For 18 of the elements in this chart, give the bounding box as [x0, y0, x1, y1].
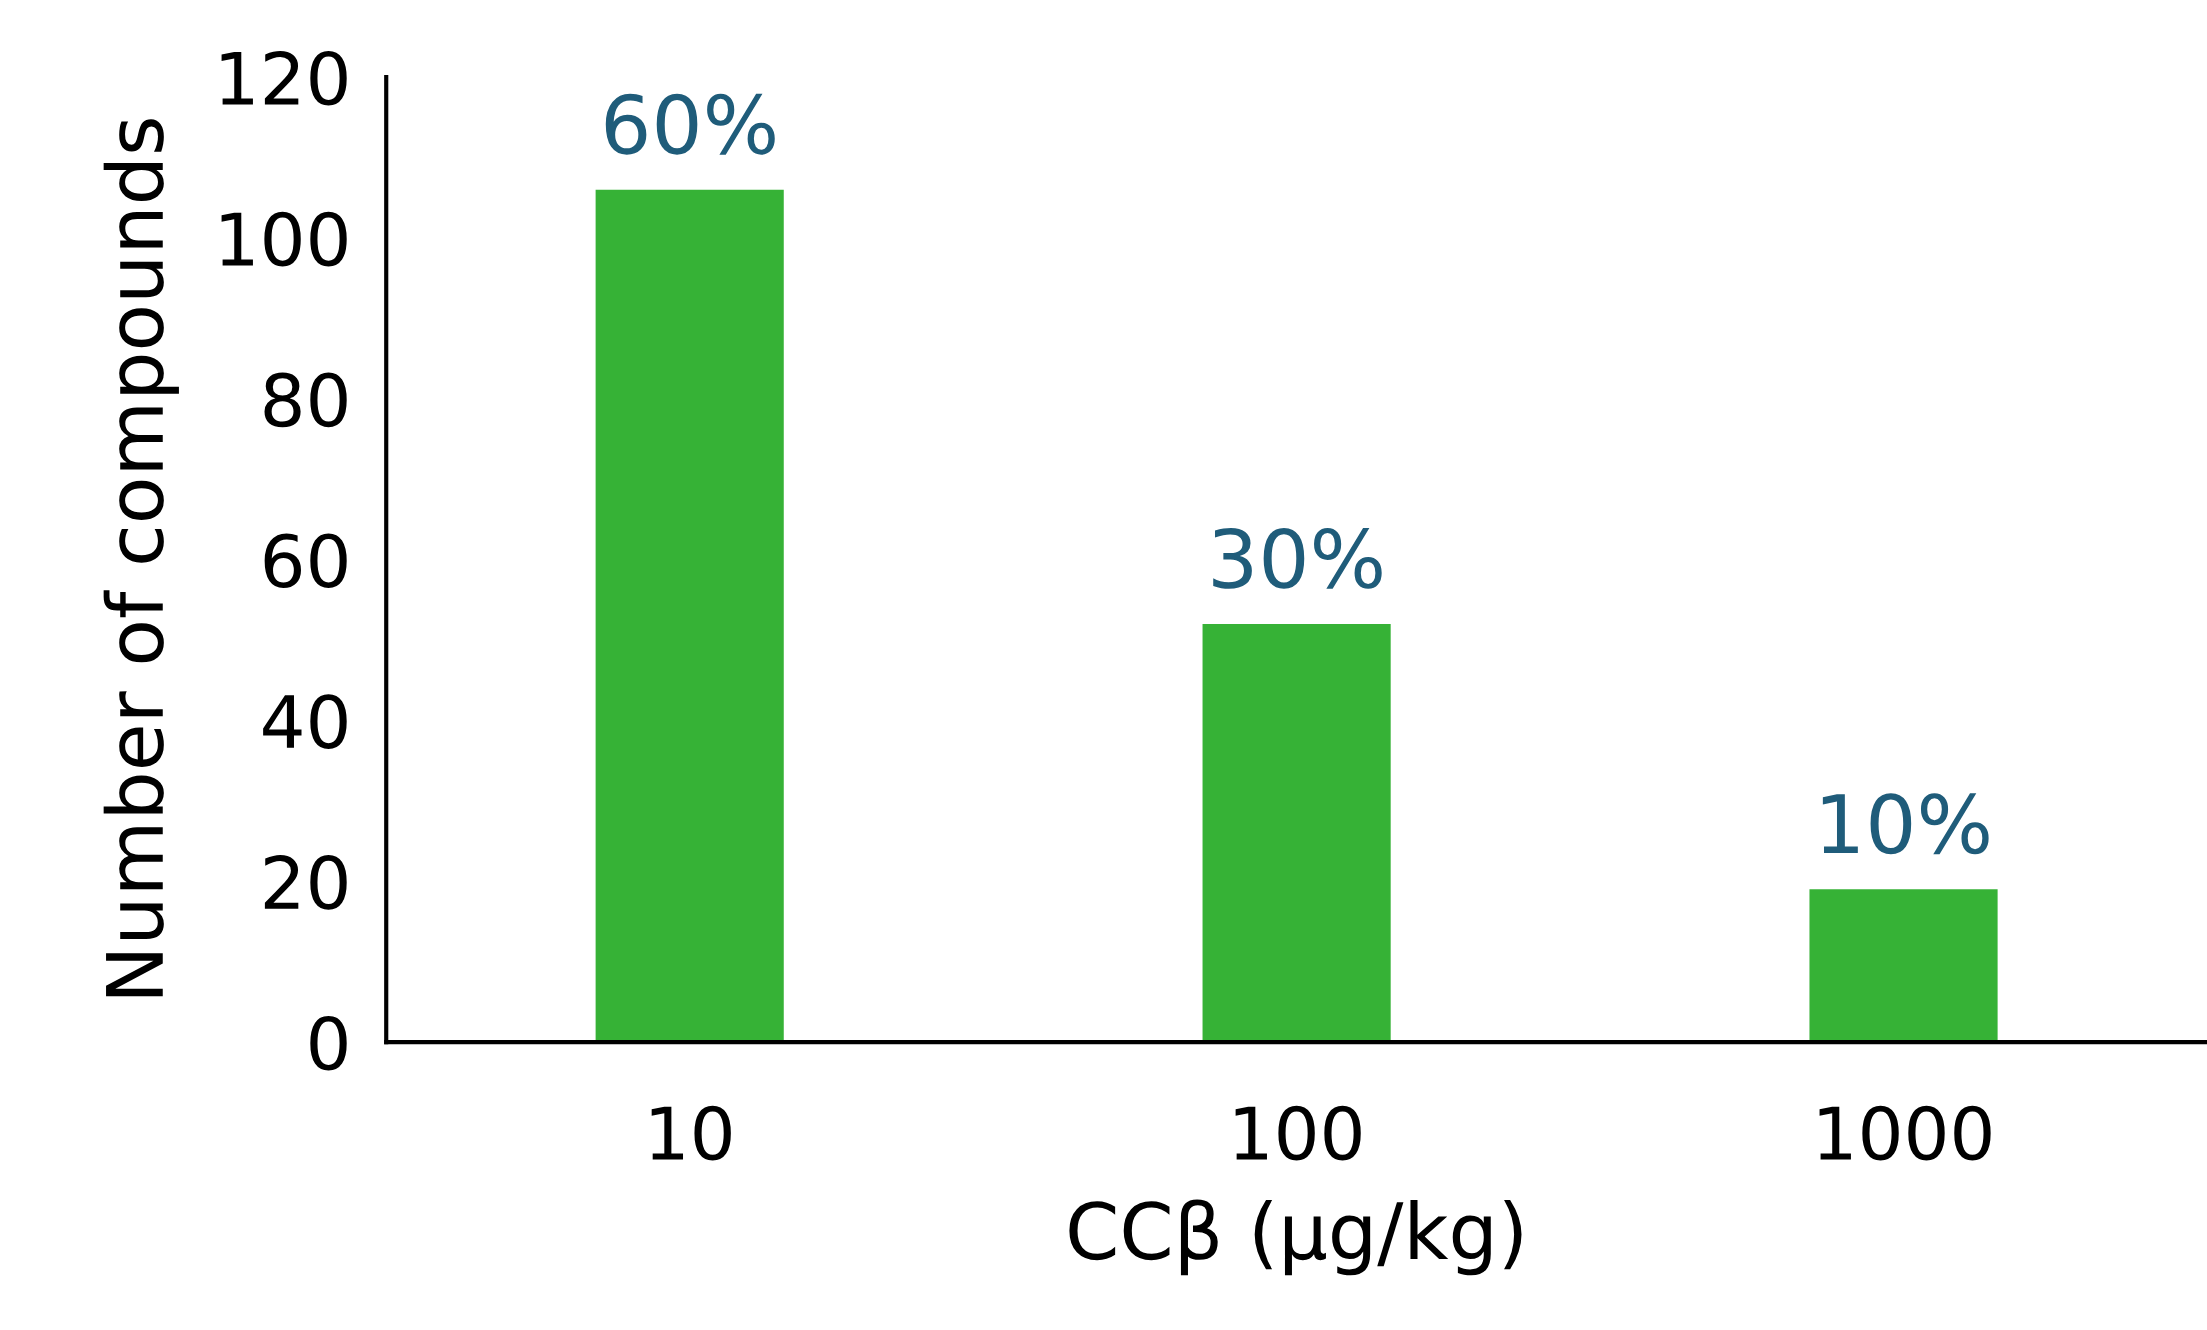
x-tick-label: 10	[651, 1105, 731, 1161]
annotation: 30%	[1213, 527, 1382, 589]
annotation: 60%	[605, 93, 775, 155]
annotation: 10%	[1822, 793, 1989, 855]
y-tick-label: 0	[310, 1015, 347, 1071]
y-tick-label: 100	[221, 211, 347, 267]
bar	[595, 189, 784, 1043]
y-tick-label: 60	[264, 533, 347, 589]
y-tick-label: 120	[221, 50, 347, 106]
x-tick-label: 1000	[1819, 1105, 1991, 1161]
y-tick-label: 80	[264, 372, 347, 428]
bar	[1202, 623, 1391, 1043]
y-axis-title: Number of compounds	[103, 119, 179, 997]
x-axis-title: CCβ (µg/kg)	[1069, 1199, 1522, 1276]
x-tick-label: 100	[1235, 1105, 1361, 1161]
bar	[1809, 889, 1998, 1043]
y-tick-label: 40	[263, 694, 347, 749]
y-tick-label: 20	[264, 855, 347, 910]
